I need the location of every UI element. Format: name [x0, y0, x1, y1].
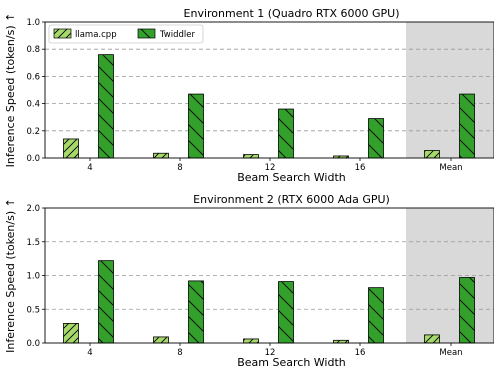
bar-hatch: [243, 338, 259, 343]
bar-hatch: [98, 54, 114, 158]
y-tick-label: 0.2: [26, 127, 40, 137]
bar-hatch: [459, 277, 475, 343]
y-tick-label: 0.4: [26, 100, 40, 110]
legend-label-twiddler: Twiddler: [159, 30, 195, 40]
bar-hatch: [333, 340, 349, 343]
x-tick-label: 4: [87, 163, 92, 173]
bar-hatch: [153, 153, 169, 158]
x-tick-label: 12: [265, 163, 276, 173]
y-tick-label: 0.0: [26, 154, 40, 164]
y-tick-label: 2.0: [26, 204, 40, 214]
bar-hatch: [278, 109, 294, 158]
y-tick-label: 0.6: [26, 72, 40, 82]
bar-hatch: [424, 150, 440, 158]
plot-frame: [44, 207, 494, 344]
x-tick-label: 16: [355, 348, 366, 358]
y-axis-label: Inference Speed (token/s) ↑: [4, 198, 17, 353]
x-tick-label: Mean: [439, 348, 462, 358]
bar-hatch: [63, 138, 79, 158]
y-axis-label: Inference Speed (token/s) ↑: [4, 13, 17, 168]
x-axis-label: Beam Search Width: [237, 171, 346, 184]
chart-title: Environment 1 (Quadro RTX 6000 GPU): [184, 7, 400, 20]
legend-swatch-hatch: [54, 29, 71, 38]
bar-hatch: [368, 118, 384, 158]
y-tick-label: 0.8: [26, 45, 40, 55]
chart-panel-2: 0.0 0.5 1.0 1.5 2.0 4 8 12 16 Mean Environment 2 (…: [4, 193, 494, 369]
bar-hatch: [188, 280, 204, 343]
bar-hatch: [243, 154, 259, 158]
bar-hatch: [333, 155, 349, 158]
x-tick-label: 8: [177, 163, 182, 173]
x-axis-label: Beam Search Width: [237, 356, 346, 369]
legend-swatch-hatch: [138, 29, 155, 38]
y-tick-label: 0.5: [26, 305, 40, 315]
y-tick-label: 1.5: [26, 238, 40, 248]
legend-box: [48, 24, 204, 44]
bar-hatch: [188, 94, 204, 158]
plot-frame: [44, 21, 494, 159]
bar-hatch: [278, 281, 294, 343]
bar-hatch: [98, 260, 114, 343]
x-tick-label: 4: [87, 348, 92, 358]
chart-title: Environment 2 (RTX 6000 Ada GPU): [193, 193, 390, 206]
chart-panel-1: 0.0 0.2 0.4 0.6 0.8 1.0 4 8 12 16 Mean Environment …: [4, 7, 494, 184]
legend: llama.cpp Twiddler: [48, 24, 204, 44]
x-tick-label: 16: [355, 163, 366, 173]
legend-label-llama: llama.cpp: [75, 30, 117, 40]
y-tick-label: 0.0: [26, 339, 40, 349]
bar-hatch: [153, 336, 169, 343]
bar-hatch: [368, 287, 384, 343]
mean-shaded-region: [406, 22, 494, 158]
bar-hatch: [424, 334, 440, 343]
x-tick-label: 8: [177, 348, 182, 358]
y-tick-label: 1.0: [26, 18, 40, 28]
x-tick-label: 12: [265, 348, 276, 358]
x-tick-label: Mean: [439, 163, 462, 173]
bar-hatch: [63, 323, 79, 343]
y-tick-label: 1.0: [26, 272, 40, 282]
bar-hatch: [459, 94, 475, 158]
